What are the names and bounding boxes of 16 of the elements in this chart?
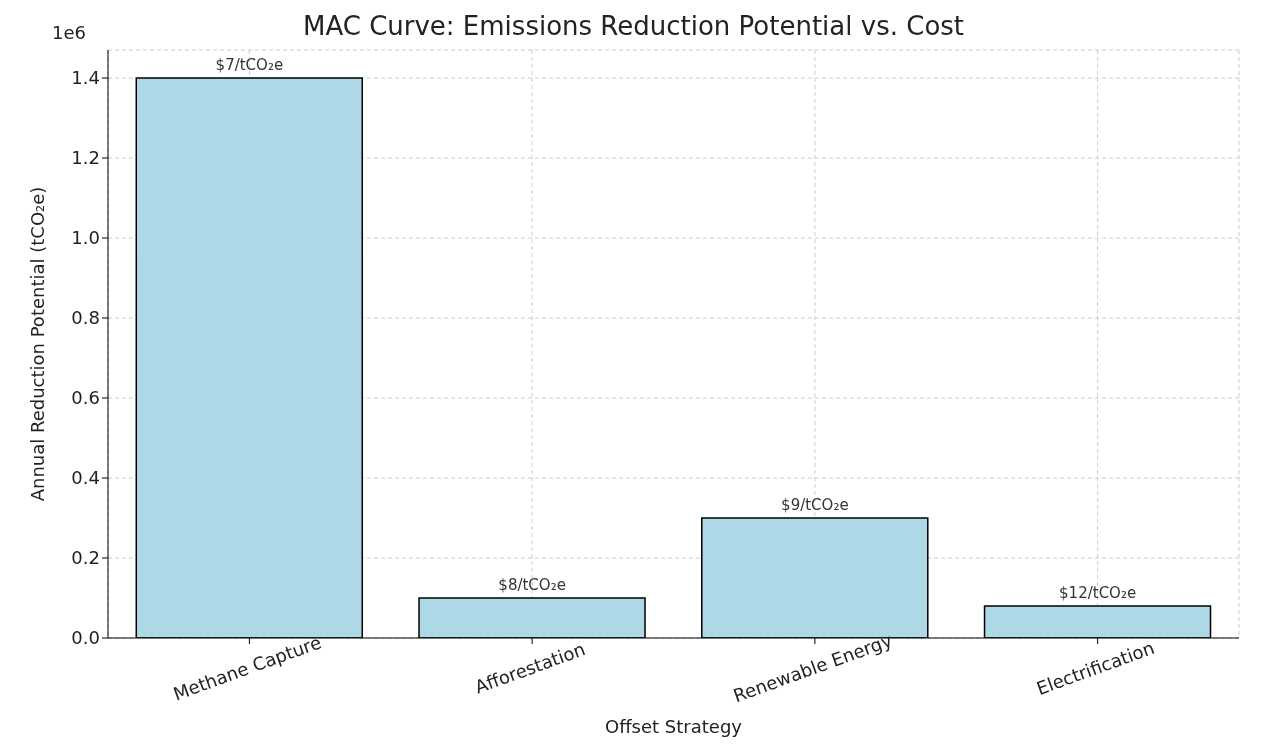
y-tick-label: 1.0 bbox=[71, 227, 100, 249]
annotation: $7/tCO₂e bbox=[215, 56, 284, 74]
text: 1e6 bbox=[52, 22, 86, 43]
y-tick-label: 0.4 bbox=[71, 467, 100, 489]
y-axis-title: Annual Reduction Potential (tCO₂e) bbox=[27, 186, 49, 502]
y-tick-label: 1.4 bbox=[71, 67, 100, 89]
chart-title: MAC Curve: Emissions Reduction Potential vs. Cost bbox=[302, 11, 965, 41]
x-axis-title: Offset Strategy bbox=[605, 716, 743, 737]
annotation: $9/tCO₂e bbox=[781, 496, 849, 514]
annotation: $8/tCO₂e bbox=[498, 576, 566, 594]
y-tick-label: 0.0 bbox=[71, 627, 100, 649]
y-tick-label: 1.2 bbox=[71, 147, 100, 169]
annotation: $12/tCO₂e bbox=[1059, 584, 1137, 602]
y-tick-label: 0.2 bbox=[71, 547, 100, 569]
y-tick-label: 0.6 bbox=[71, 387, 100, 409]
y-tick-label: 0.8 bbox=[71, 307, 100, 329]
